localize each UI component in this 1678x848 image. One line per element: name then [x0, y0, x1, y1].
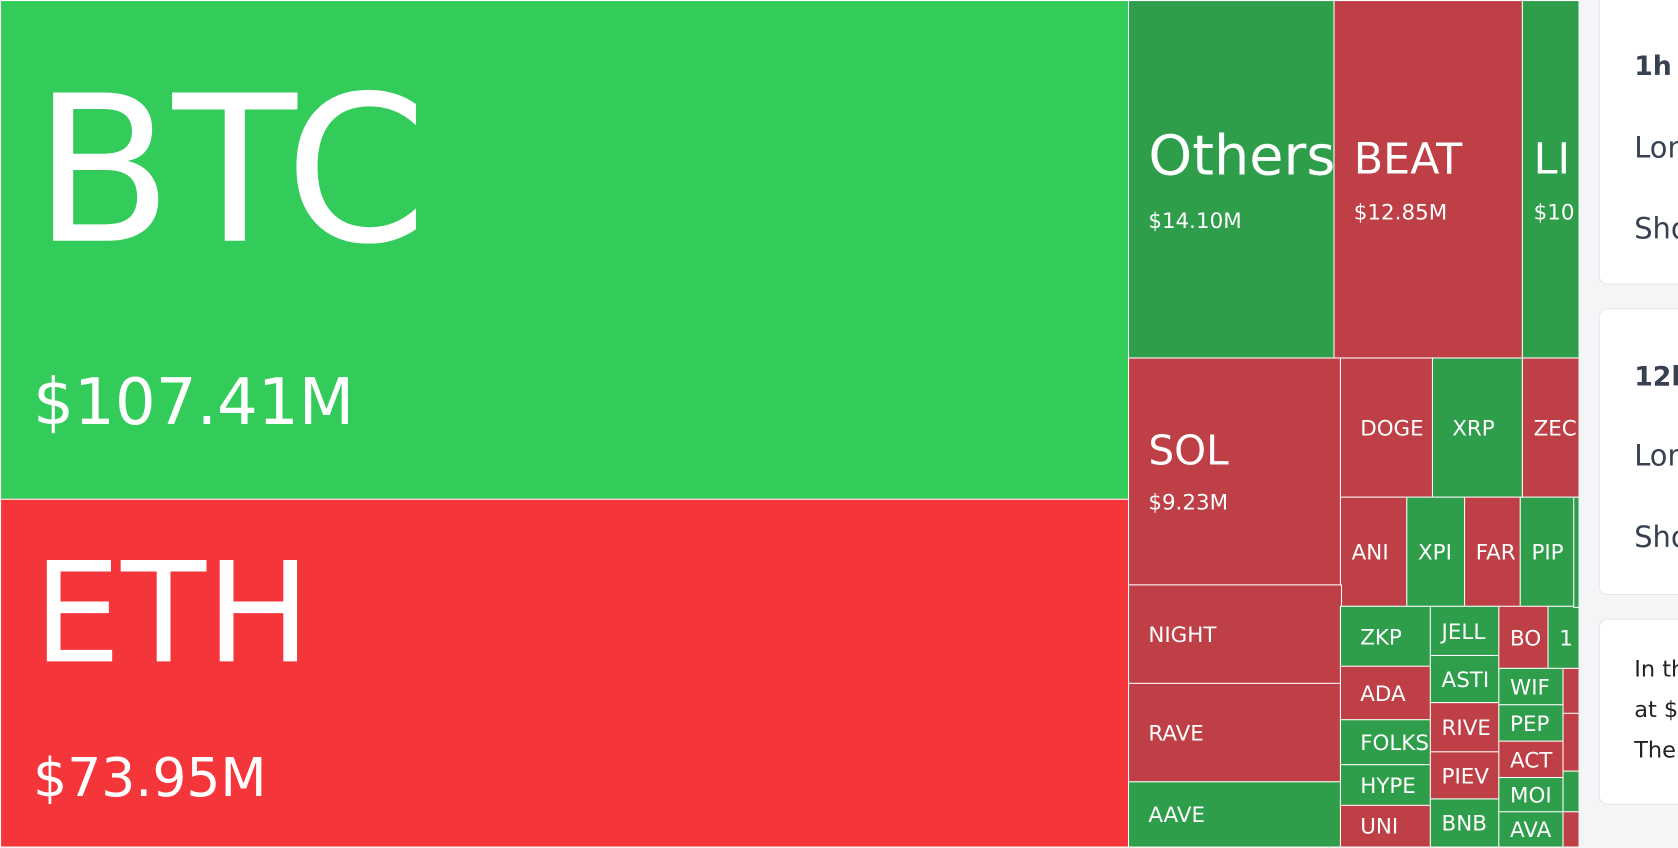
tile[interactable]: ADA [1339, 665, 1432, 722]
tile-value: $9.23M [1148, 489, 1229, 515]
card-text: at $ [1634, 696, 1678, 723]
tile-label: ADA [1360, 680, 1406, 706]
tile-label: Others [1148, 123, 1336, 189]
tile[interactable]: ETH $73.95M [0, 498, 1131, 848]
tile-label: FAR [1475, 538, 1516, 565]
tile-label: AVA [1510, 816, 1552, 842]
card-line: Sho [1634, 521, 1678, 555]
tile-label: XRP [1452, 414, 1495, 441]
tile-label: HYPE [1360, 772, 1416, 798]
tile[interactable]: JELL [1429, 605, 1501, 658]
tile[interactable]: BEAT $12.85M [1333, 0, 1524, 360]
tile-label: WIF [1510, 673, 1550, 700]
tile-label: RIVE [1441, 714, 1491, 741]
tile[interactable]: UNI [1339, 804, 1432, 848]
tile[interactable]: NIGHT [1127, 584, 1343, 685]
tile[interactable]: LI $10 [1521, 0, 1580, 360]
tile-label: MOI [1510, 781, 1552, 808]
tile-sliver [1573, 496, 1580, 608]
tile-label: PIP [1531, 538, 1564, 565]
tile[interactable]: DOGE [1339, 357, 1435, 499]
tile-label: XPI [1418, 538, 1452, 565]
tile-label: UNI [1360, 812, 1399, 839]
tile-value: $107.41M [33, 365, 355, 441]
tile-value: $73.95M [33, 746, 267, 809]
card-text: The [1634, 737, 1676, 764]
tile[interactable]: Others $14.10M [1127, 0, 1336, 360]
tile-sliver [1562, 770, 1580, 814]
tile[interactable]: RAVE [1127, 682, 1343, 784]
card-line: Sho [1634, 212, 1678, 247]
tile[interactable]: WIF [1498, 667, 1565, 707]
tile-label: ASTI [1441, 666, 1490, 692]
tile-sliver [1562, 712, 1580, 773]
tile[interactable]: MOI [1498, 776, 1565, 814]
tile-label: NIGHT [1148, 621, 1217, 647]
tile-label: RAVE [1148, 719, 1204, 746]
card: In th at $ The [1598, 618, 1678, 805]
tile[interactable]: XRP [1431, 357, 1524, 499]
tile[interactable]: PIEV [1429, 751, 1501, 801]
card-line: Lon [1634, 439, 1678, 474]
tile[interactable]: ANI [1339, 496, 1409, 608]
tile[interactable]: BO [1498, 605, 1550, 670]
tile[interactable]: PIP [1519, 496, 1576, 608]
tile-label: BEAT [1353, 134, 1463, 184]
tile-label: PEP [1510, 710, 1550, 736]
tile[interactable]: ZKP [1339, 605, 1432, 668]
tile[interactable]: RIVE [1429, 702, 1501, 754]
tile[interactable]: ASTI [1429, 654, 1501, 705]
tile-value: $10 [1533, 198, 1575, 225]
tile[interactable]: 1 [1547, 605, 1580, 670]
tile[interactable]: BTC $107.41M [0, 0, 1131, 501]
tile[interactable]: HYPE [1339, 764, 1432, 807]
tile-label: ACT [1510, 746, 1553, 773]
tile[interactable]: PEP [1498, 704, 1565, 743]
side-panel: 1h Lon Sho 12h Lon Sho In th at $ The [1579, 0, 1678, 848]
tile[interactable]: FAR [1464, 496, 1522, 608]
tile-label: BNB [1441, 809, 1487, 836]
tile-label: 1 [1559, 624, 1573, 651]
tile-label: FOLKS [1360, 729, 1429, 756]
tile-label: ZEC [1533, 414, 1577, 441]
tile[interactable]: AVA [1498, 811, 1565, 848]
tile-value: $12.85M [1353, 198, 1448, 225]
tile-label: BTC [33, 52, 427, 289]
tile[interactable]: XPI [1406, 496, 1467, 608]
tile-label: AAVE [1148, 801, 1206, 827]
tile-label: LI [1533, 134, 1571, 184]
tile[interactable]: BNB [1429, 798, 1501, 848]
tile-sliver [1562, 811, 1580, 848]
tile[interactable]: SOL $9.23M [1127, 357, 1343, 587]
card: 1h Lon Sho [1598, 0, 1678, 285]
card-text: In th [1634, 656, 1678, 682]
card-title: 12h [1634, 360, 1678, 392]
card-title: 1h [1634, 50, 1672, 82]
tile[interactable]: FOLKS [1339, 719, 1432, 767]
tile-label: ANI [1351, 538, 1389, 565]
tile-label: ZKP [1360, 623, 1402, 650]
tile-label: DOGE [1360, 414, 1424, 441]
card: 12h Lon Sho [1598, 308, 1678, 596]
card-line: Lon [1634, 131, 1678, 165]
tile-label: JELL [1441, 618, 1486, 644]
tile-label: ETH [33, 531, 311, 695]
tile[interactable]: AAVE [1127, 781, 1343, 848]
tile-label: BO [1510, 624, 1542, 651]
tile[interactable]: ZEC [1521, 357, 1580, 499]
tile-sliver [1562, 667, 1580, 715]
tile[interactable]: ACT [1498, 740, 1565, 780]
tile-label: SOL [1148, 427, 1229, 475]
tile-label: PIEV [1441, 762, 1489, 789]
tile-value: $14.10M [1148, 207, 1242, 234]
